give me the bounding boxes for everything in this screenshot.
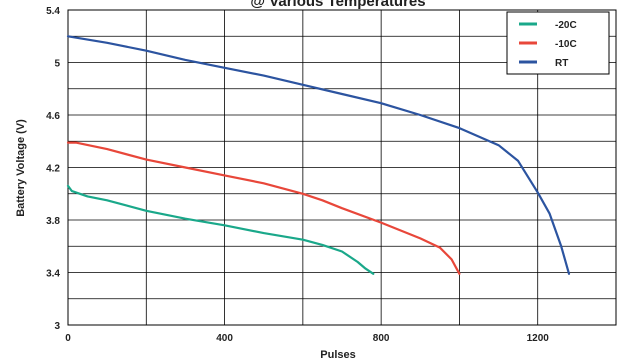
series-line-rt	[66, 35, 571, 275]
legend: -20C -10C RT	[506, 11, 610, 75]
y-tick-label: 3.4	[46, 269, 60, 280]
y-tick-label: 5.4	[46, 6, 60, 17]
series-layer	[66, 35, 571, 275]
y-tick-label: 4.2	[46, 164, 60, 175]
x-tick-label: 800	[373, 333, 390, 344]
y-axis-title: Battery Voltage (V)	[15, 119, 27, 217]
plot-area	[67, 9, 617, 326]
chart-title: @ Various Temperatures	[250, 0, 425, 10]
y-tick-label: 4.6	[46, 111, 60, 122]
y-tick-label: 3.8	[46, 216, 60, 227]
tick-labels: 0 400 800 1200 3 3.4 3.8 4.2 4.6 5 5.4	[46, 6, 549, 344]
y-tick-label: 5	[54, 59, 60, 70]
legend-label: RT	[555, 58, 568, 69]
x-tick-label: 0	[65, 333, 71, 344]
series-line-10c	[66, 141, 461, 275]
x-axis-title: Pulses	[320, 349, 355, 361]
x-tick-label: 1200	[527, 333, 550, 344]
series-line-20c	[66, 184, 375, 275]
y-tick-label: 3	[54, 321, 60, 332]
legend-label: -20C	[555, 20, 577, 31]
x-tick-label: 400	[216, 333, 233, 344]
legend-label: -10C	[555, 39, 577, 50]
